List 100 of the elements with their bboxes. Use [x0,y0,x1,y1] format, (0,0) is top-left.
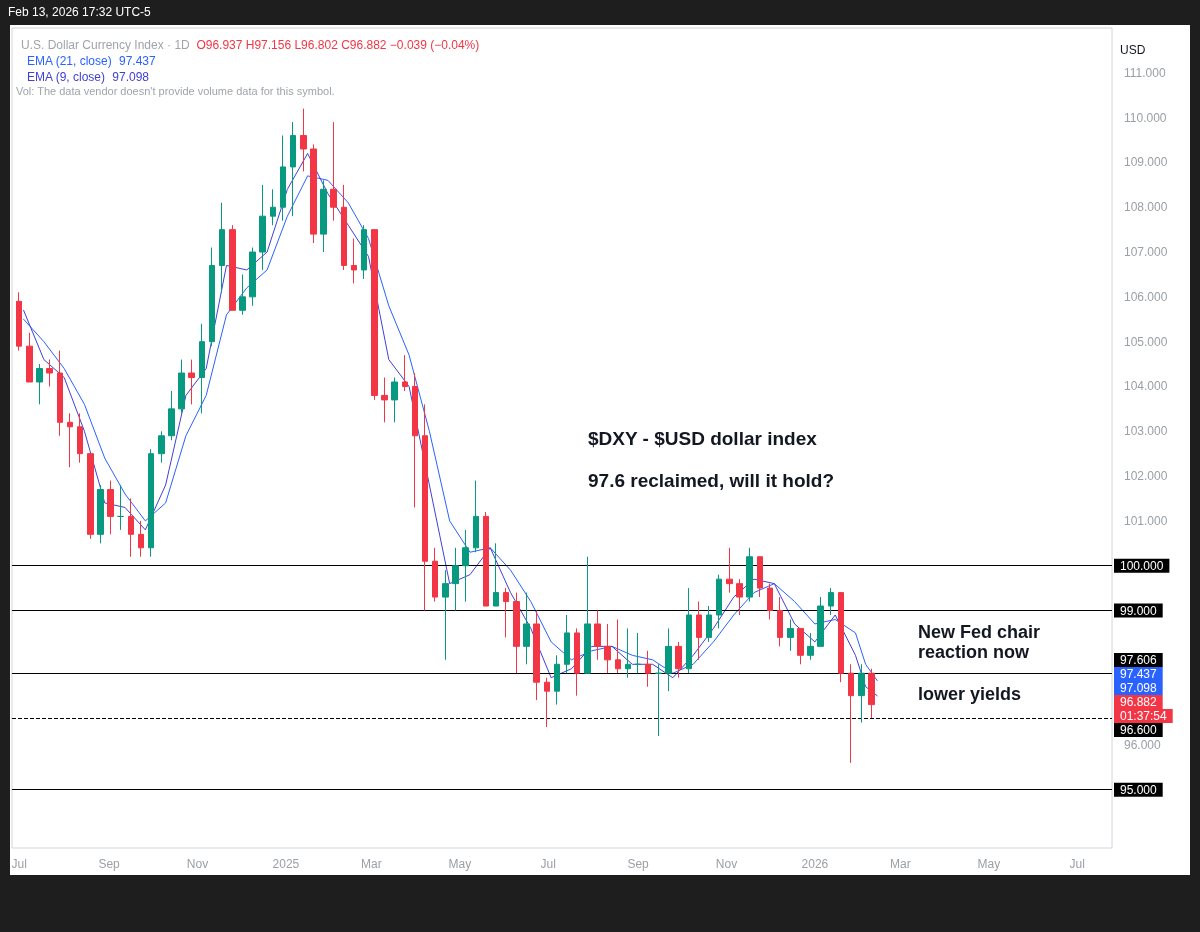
candlestick [432,547,438,603]
candlestick [188,359,195,405]
y-axis-title: USD [1120,43,1146,57]
candlestick [239,273,246,316]
candlestick [361,224,367,280]
candlestick [838,592,844,683]
x-tick-label: Sep [98,857,121,871]
candlestick [77,412,83,464]
candlestick [716,574,722,629]
candlestick [351,238,357,284]
candlestick [726,547,733,594]
candlestick [635,632,641,674]
candlestick [777,596,783,647]
candlestick [168,390,175,441]
candlestick [209,247,215,347]
candlestick [259,184,266,271]
candlestick [300,108,307,172]
y-tick-label: 110.000 [1124,110,1167,125]
candlestick [858,663,865,724]
candlestick [807,632,814,661]
candlestick [178,359,185,414]
x-tick-label: 2025 [272,857,300,871]
y-tick-label: 102.000 [1124,469,1168,484]
candlestick [87,453,94,540]
candlestick [564,614,570,674]
x-tick-label: Nov [186,857,209,871]
text: O96.937 H97.156 L96.802 C96.882 −0.039 (−0.04%) [196,38,480,52]
text: 97.098 [1120,681,1157,695]
candlestick [604,623,611,674]
text: U.S. Dollar Currency Index · 1D [21,38,197,52]
candlestick [736,578,743,616]
annotation: 97.098 [112,70,150,84]
candlestick [848,663,854,764]
text: Feb 13, 2026 17:32 UTC-5 [8,5,152,19]
candlestick [523,592,530,665]
candlestick [452,547,459,612]
candlestick [483,511,489,607]
candlestick [320,179,327,253]
candlestick [493,542,499,607]
y-tick-label: 107.000 [1124,245,1168,260]
candlestick [219,202,225,293]
candlestick [544,677,550,728]
y-tick-label: 109.000 [1124,155,1168,170]
candlestick [381,377,388,423]
candlestick [767,583,773,620]
y-tick-label: 108.000 [1124,200,1168,215]
x-tick-label: 2026 [801,857,829,871]
candlestick [199,323,205,414]
y-tick-label: 111.000 [1124,65,1166,80]
candlestick [310,144,317,244]
y-tick-label: 104.000 [1124,379,1168,394]
text: EMA (9, close) [27,70,106,84]
x-tick-label: Jul [540,857,556,871]
candlestick [594,610,601,661]
x-tick-label: Mar [361,857,382,871]
candlestick [330,121,337,222]
y-tick-label: 101.000 [1124,513,1168,528]
candlestick [148,448,154,558]
candlestick [574,627,580,697]
ref-line-label: 96.600 [1120,723,1158,737]
candlestick [57,350,63,437]
candlestick [46,359,53,387]
candlestick [391,377,398,423]
candlestick [117,484,124,531]
candlestick [746,547,753,603]
candlestick [625,627,631,679]
text: EMA (21, close) [27,54,112,68]
text: 01:37:54 [1120,709,1168,723]
ref-line-label: 99.000 [1120,603,1158,618]
annotation: 97.6 reclaimed, will it hold? [588,470,835,491]
candlestick [473,480,479,553]
candlestick [138,520,144,558]
candlestick [280,135,286,222]
ref-line-label: 95.000 [1120,782,1158,797]
candlestick [757,556,763,598]
y-tick-label: 106.000 [1124,289,1168,304]
ref-line-label: 97.606 [1120,653,1158,667]
candlestick [128,497,134,558]
y-tick-label: 96.000 [1124,737,1162,752]
candlestick [341,184,347,271]
candlestick [67,412,73,468]
annotation: Vol: The data vendor doesn't provide volume data for this symbol. [16,84,335,97]
candlestick [584,556,591,674]
candlestick [26,332,33,383]
candlestick [503,587,509,638]
candlestick [371,229,378,401]
x-tick-label: May [448,857,472,871]
candlestick [229,224,236,311]
annotation: $DXY - $USD dollar index [588,428,818,449]
candlestick [270,188,276,226]
ref-line-label: 100.000 [1120,558,1164,573]
candlestick [249,247,256,307]
candlestick [696,601,702,661]
candlestick [554,654,560,706]
x-tick-label: Nov [715,857,738,871]
x-tick-label: May [977,857,1001,871]
annotation: New Fed chair reaction now [918,622,1046,662]
candlestick [706,605,712,643]
candlestick [665,627,672,692]
x-tick-label: Sep [627,857,650,871]
